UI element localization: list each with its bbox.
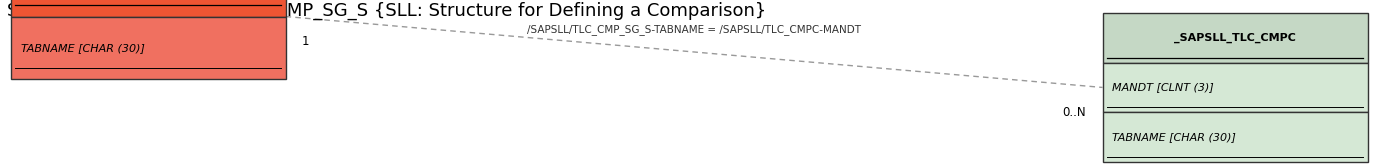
Bar — [11, 0, 286, 16]
Bar — [1103, 112, 1368, 162]
Text: /SAPSLL/TLC_CMP_SG_S-TABNAME = /SAPSLL/TLC_CMPC-MANDT: /SAPSLL/TLC_CMP_SG_S-TABNAME = /SAPSLL/T… — [527, 25, 861, 35]
Text: 0..N: 0..N — [1063, 106, 1086, 119]
Text: TABNAME [CHAR (30)]: TABNAME [CHAR (30)] — [1112, 132, 1236, 142]
Text: 1: 1 — [302, 35, 309, 48]
Text: _SAPSLL_TLC_CMPC: _SAPSLL_TLC_CMPC — [1174, 33, 1296, 43]
Bar — [11, 16, 286, 79]
Bar — [1103, 63, 1368, 112]
Text: SAP ABAP table /SAPSLL/TLC_CMP_SG_S {SLL: Structure for Defining a Comparison}: SAP ABAP table /SAPSLL/TLC_CMP_SG_S {SLL… — [7, 2, 766, 20]
Text: MANDT [CLNT (3)]: MANDT [CLNT (3)] — [1112, 82, 1214, 92]
Text: TABNAME [CHAR (30)]: TABNAME [CHAR (30)] — [21, 43, 144, 53]
Bar — [1103, 13, 1368, 63]
